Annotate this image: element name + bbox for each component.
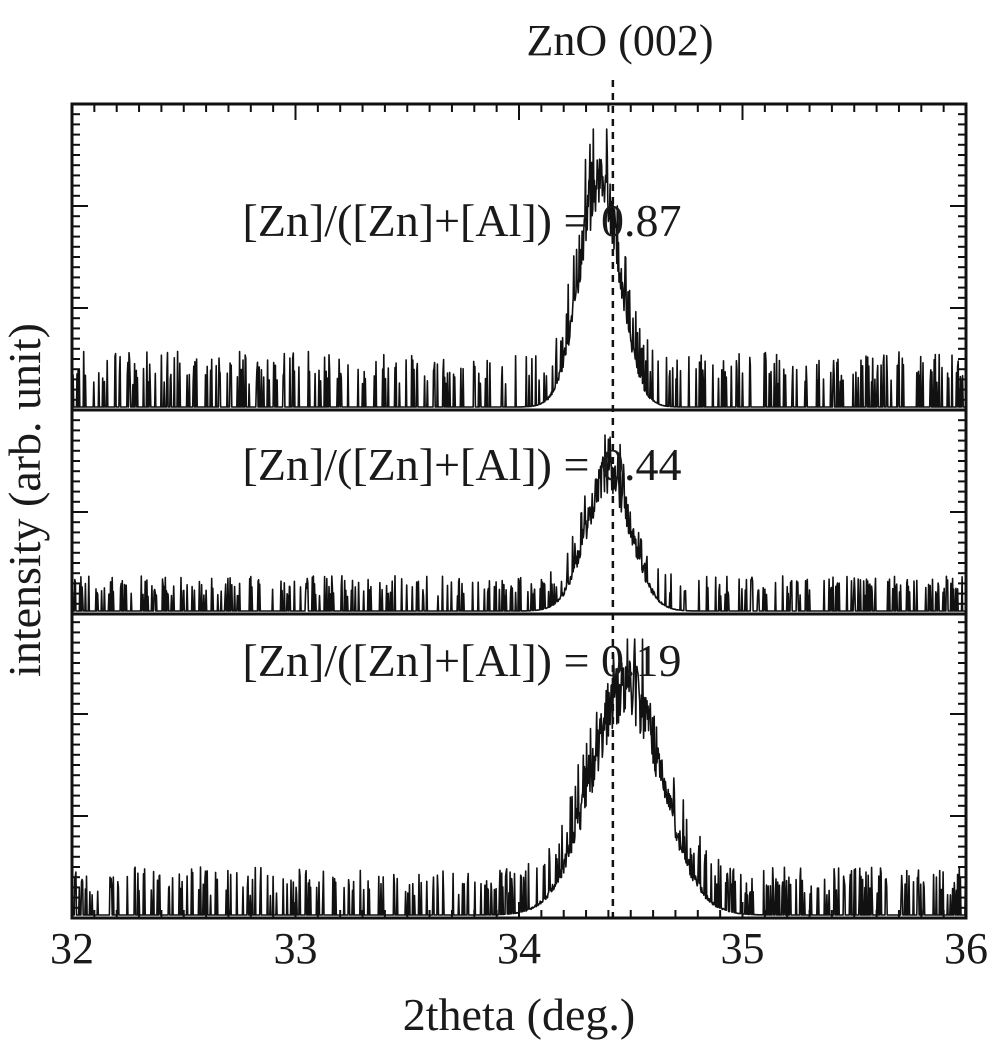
plot-frame (70, 102, 968, 920)
series-label-3: [Zn]/([Zn]+[Al]) = 0.19 (243, 635, 682, 686)
x-tick-label: 34 (497, 924, 541, 973)
x-tick-label: 35 (721, 924, 765, 973)
series-label-2: [Zn]/([Zn]+[Al]) = 0.44 (243, 439, 682, 490)
x-axis-label: 2theta (deg.) (403, 989, 635, 1040)
series-trace-2 (71, 434, 967, 612)
y-axis-label: intensity (arb. unit) (0, 323, 50, 677)
series-trace-1 (71, 128, 967, 408)
panel-dividers (72, 408, 966, 616)
x-tick-label: 32 (50, 924, 94, 973)
reference-label: ZnO (002) (527, 16, 714, 65)
series-labels: [Zn]/([Zn]+[Al]) = 0.87 [Zn]/([Zn]+[Al]) … (243, 195, 682, 686)
x-tick-labels: 32 33 34 35 36 (50, 924, 988, 973)
series-label-1: [Zn]/([Zn]+[Al]) = 0.87 (243, 195, 682, 246)
x-tick-label: 33 (274, 924, 318, 973)
traces-layer (71, 128, 967, 916)
x-tick-label: 36 (944, 924, 988, 973)
